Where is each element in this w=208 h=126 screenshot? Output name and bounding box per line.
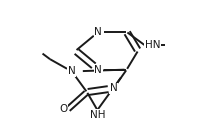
Text: N: N xyxy=(94,65,102,75)
Text: HN: HN xyxy=(145,40,160,50)
Text: N: N xyxy=(110,83,117,93)
Text: NH: NH xyxy=(90,110,105,120)
Text: N: N xyxy=(68,66,76,76)
Text: N: N xyxy=(94,27,102,37)
Text: O: O xyxy=(59,104,67,114)
